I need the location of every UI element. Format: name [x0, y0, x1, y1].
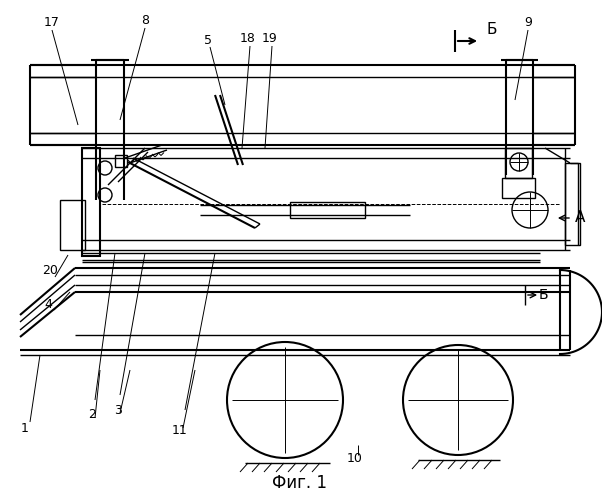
Bar [565, 163, 580, 245]
Bar [505, 148, 532, 178]
Text: Б: Б [487, 22, 497, 38]
Text: А: А [575, 210, 585, 226]
Text: 3: 3 [114, 404, 122, 416]
Bar [115, 155, 127, 167]
Text: 8: 8 [141, 14, 149, 26]
Bar [502, 178, 535, 198]
Bar [290, 202, 365, 218]
Bar [60, 200, 85, 250]
Text: 19: 19 [262, 32, 278, 44]
Text: 10: 10 [347, 452, 363, 464]
Text: 2: 2 [88, 408, 96, 422]
Bar [82, 148, 100, 256]
Text: 1: 1 [21, 422, 29, 434]
Text: 4: 4 [44, 298, 52, 312]
Text: 11: 11 [172, 424, 188, 436]
Text: 5: 5 [204, 34, 212, 46]
Text: Б: Б [538, 288, 548, 302]
Text: 9: 9 [524, 16, 532, 28]
Text: 17: 17 [44, 16, 60, 28]
Text: Фиг. 1: Фиг. 1 [273, 474, 327, 492]
Text: 20: 20 [42, 264, 58, 276]
Text: 18: 18 [240, 32, 256, 44]
